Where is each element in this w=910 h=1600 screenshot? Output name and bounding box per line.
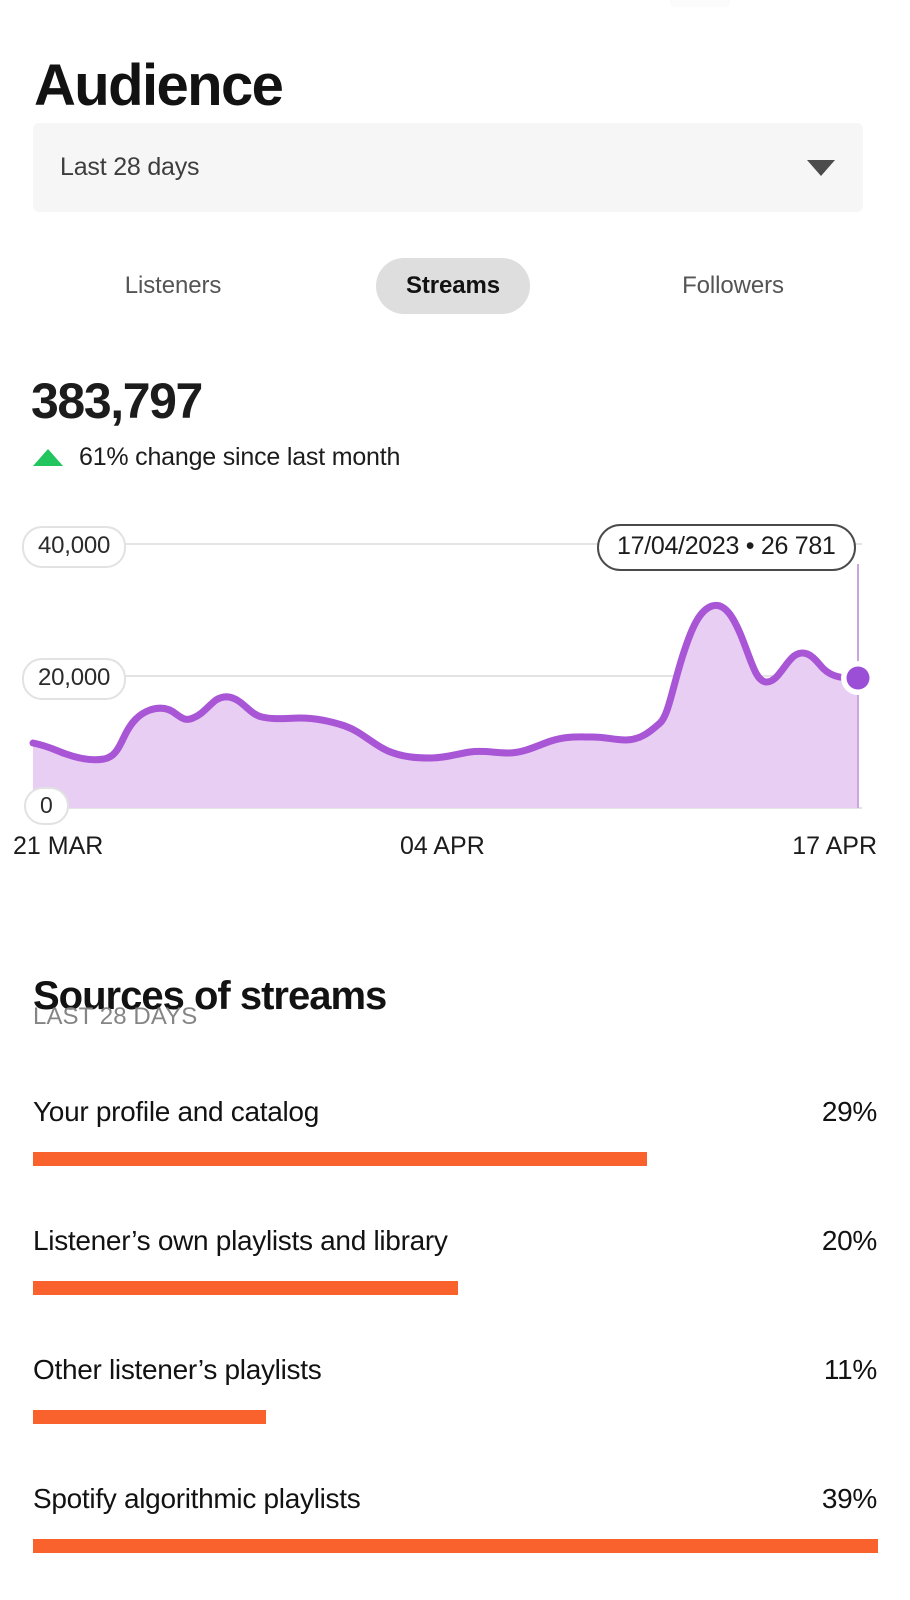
list-item[interactable]: Other listener’s playlists 11% xyxy=(0,1336,910,1465)
source-percent: 29% xyxy=(821,1096,877,1127)
x-axis-tick-end: 17 APR xyxy=(792,832,877,860)
date-range-value: Last 28 days xyxy=(60,153,200,181)
source-bar-fill xyxy=(33,1410,266,1424)
source-label: Other listener’s playlists xyxy=(33,1354,322,1385)
source-label: Spotify algorithmic playlists xyxy=(33,1483,361,1514)
source-row-header: Your profile and catalog 29% xyxy=(33,1096,877,1128)
source-bar-track xyxy=(33,1539,878,1553)
x-axis-tick-mid: 04 APR xyxy=(400,832,485,860)
sources-section-title: Sources of streams xyxy=(33,974,387,1019)
list-item[interactable]: Listener’s own playlists and library 20% xyxy=(0,1207,910,1336)
chart-tooltip: 17/04/2023 • 26 781 xyxy=(597,524,856,571)
hover-marker-dot xyxy=(846,666,870,690)
y-axis-tick-20000: 20,000 xyxy=(22,658,127,700)
source-label: Listener’s own playlists and library xyxy=(33,1225,448,1256)
source-row-header: Spotify algorithmic playlists 39% xyxy=(33,1483,877,1515)
area-fill xyxy=(33,605,858,808)
tab-listeners-label: Listeners xyxy=(124,272,222,299)
source-percent: 39% xyxy=(821,1483,877,1514)
metric-total-value: 383,797 xyxy=(31,373,203,429)
x-axis-labels: 21 MAR 04 APR 17 APR xyxy=(0,832,910,872)
chevron-down-icon xyxy=(807,159,835,176)
triangle-up-icon xyxy=(33,449,63,466)
source-row-header: Other listener’s playlists 11% xyxy=(33,1354,877,1386)
source-bar-fill xyxy=(33,1281,458,1295)
x-axis-tick-start: 21 MAR xyxy=(13,832,104,860)
metric-change: 61% change since last month xyxy=(33,443,400,472)
streams-area-chart[interactable] xyxy=(0,518,910,818)
chart-svg xyxy=(29,543,875,809)
tab-followers-label: Followers xyxy=(682,272,784,299)
tab-streams[interactable]: Streams xyxy=(313,255,593,317)
source-bar-fill xyxy=(33,1539,878,1553)
sources-list: Your profile and catalog 29% Listener’s … xyxy=(0,1078,910,1594)
source-bar-fill xyxy=(33,1152,647,1166)
source-row-header: Listener’s own playlists and library 20% xyxy=(33,1225,877,1257)
area-line xyxy=(29,601,862,764)
page-title: Audience xyxy=(34,52,284,118)
source-bar-track xyxy=(33,1410,878,1424)
source-percent: 11% xyxy=(823,1354,877,1385)
metric-change-label: 61% change since last month xyxy=(79,443,401,471)
list-item[interactable]: Your profile and catalog 29% xyxy=(0,1078,910,1207)
source-label: Your profile and catalog xyxy=(33,1096,319,1127)
source-bar-track xyxy=(33,1281,878,1295)
list-item[interactable]: Spotify algorithmic playlists 39% xyxy=(0,1465,910,1594)
y-axis-tick-0: 0 xyxy=(24,787,69,826)
metric-tabs: Listeners Streams Followers xyxy=(33,255,873,317)
tab-followers[interactable]: Followers xyxy=(593,255,873,317)
tab-streams-label: Streams xyxy=(375,258,531,314)
y-axis-tick-40000: 40,000 xyxy=(22,526,127,568)
source-percent: 20% xyxy=(821,1225,877,1256)
date-range-selector[interactable]: Last 28 days xyxy=(33,123,863,212)
sources-section-subtitle: LAST 28 DAYS xyxy=(33,1003,198,1030)
source-bar-track xyxy=(33,1152,878,1166)
top-edge-artifact xyxy=(670,0,730,7)
tab-listeners[interactable]: Listeners xyxy=(33,255,313,317)
